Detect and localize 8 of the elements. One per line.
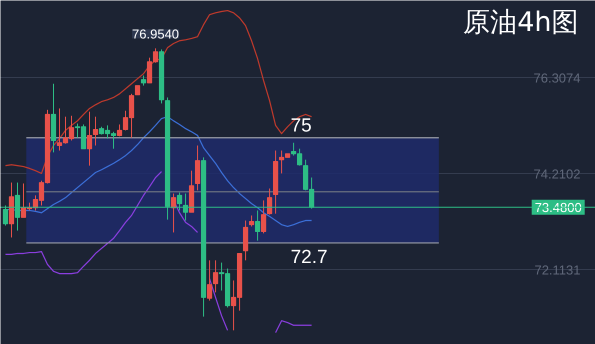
text: 原油4h图 [463,7,579,38]
ref-line-label: 75 [290,116,312,137]
y-tick-label: 76.3074 [534,70,581,86]
annotation: 76.9540 [132,26,180,42]
ref-line-label: 73.4800 [534,200,582,215]
y-tick-label: 74.2102 [534,166,581,182]
y-tick-label: 72.1131 [534,262,580,278]
ref-line-label: 72.7 [290,246,328,268]
